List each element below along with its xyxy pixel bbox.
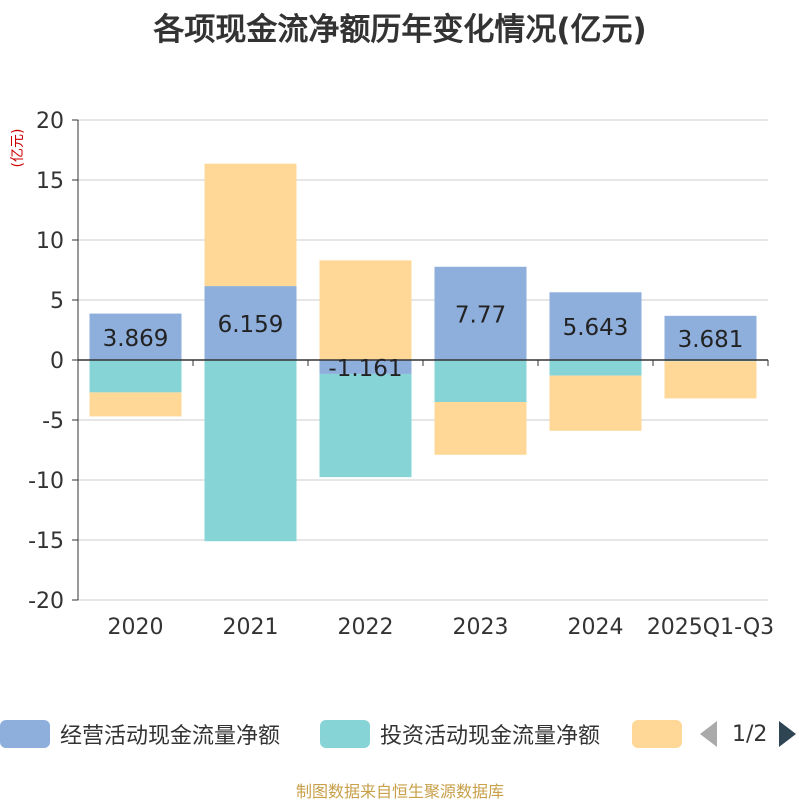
bar-investing-2021: [204, 360, 297, 542]
y-tick-label: 0: [50, 349, 64, 374]
bar-investing-2022: [319, 373, 412, 478]
bar-operating-2020: [89, 313, 182, 360]
legend: 经营活动现金流量净额 投资活动现金流量净额 1/2: [0, 718, 800, 750]
x-tick-label: 2021: [223, 615, 279, 640]
legend-pager: 1/2: [700, 718, 797, 750]
bar-operating-2025Q1-Q3: [664, 315, 757, 360]
y-tick-label: -20: [28, 589, 64, 614]
bar-financing-2024: [549, 375, 642, 431]
legend-item-investing[interactable]: 投资活动现金流量净额: [320, 718, 600, 750]
bar-operating-2022: [319, 360, 412, 374]
y-tick-label: 15: [36, 169, 64, 194]
x-tick-label: 2024: [568, 615, 624, 640]
data-label-operating: 5.643: [563, 315, 629, 341]
y-tick-label: -5: [42, 409, 64, 434]
legend-swatch-investing: [320, 720, 370, 748]
bar-investing-2020: [89, 360, 182, 393]
bar-financing-2022: [319, 260, 412, 360]
legend-swatch-financing: [632, 720, 682, 748]
y-tick-label: 20: [36, 109, 64, 134]
data-label-operating: 3.869: [103, 326, 169, 352]
bar-financing-2025Q1-Q3: [664, 361, 757, 399]
y-tick-label: -15: [28, 529, 64, 554]
x-tick-label: 2023: [453, 615, 509, 640]
legend-label-investing: 投资活动现金流量净额: [380, 724, 601, 749]
legend-item-operating[interactable]: 经营活动现金流量净额: [0, 718, 280, 750]
y-tick-label: -10: [28, 469, 64, 494]
legend-label-operating: 经营活动现金流量净额: [60, 724, 281, 749]
data-label-operating: -1.161: [328, 356, 402, 382]
bar-financing-2023: [434, 402, 527, 455]
y-tick-label: 5: [50, 289, 64, 314]
y-tick-label: 10: [36, 229, 64, 254]
bar-financing-2020: [89, 392, 182, 417]
y-axis-label: (亿元): [10, 129, 26, 168]
data-source-note: 制图数据来自恒生聚源数据库: [295, 782, 504, 801]
data-label-operating: 3.681: [678, 327, 744, 353]
data-label-operating: 6.159: [218, 312, 284, 338]
cash-flow-chart: 20 15 10 5 0 -5 -10 -15 -20 (亿元) 2020 2021 2022 2023 2…: [10, 109, 774, 640]
x-tick-label: 2025Q1-Q3: [647, 615, 774, 640]
next-page-icon[interactable]: [779, 721, 797, 747]
x-tick-label: 2022: [338, 615, 394, 640]
bar-financing-2021: [204, 163, 297, 287]
bar-investing-2024: [549, 360, 642, 376]
bar-operating-2024: [549, 292, 642, 360]
data-label-operating: 7.77: [455, 302, 506, 328]
legend-page-indicator: 1/2: [732, 721, 768, 747]
legend-swatch-operating: [0, 720, 50, 748]
prev-page-icon[interactable]: [700, 721, 717, 747]
bar-investing-2023: [434, 360, 527, 402]
x-tick-label: 2020: [108, 615, 164, 640]
bar-operating-2021: [204, 286, 297, 360]
bar-operating-2023: [434, 266, 527, 360]
chart-title: 各项现金流净额历年变化情况(亿元): [153, 12, 647, 48]
legend-item-financing[interactable]: [632, 718, 682, 750]
